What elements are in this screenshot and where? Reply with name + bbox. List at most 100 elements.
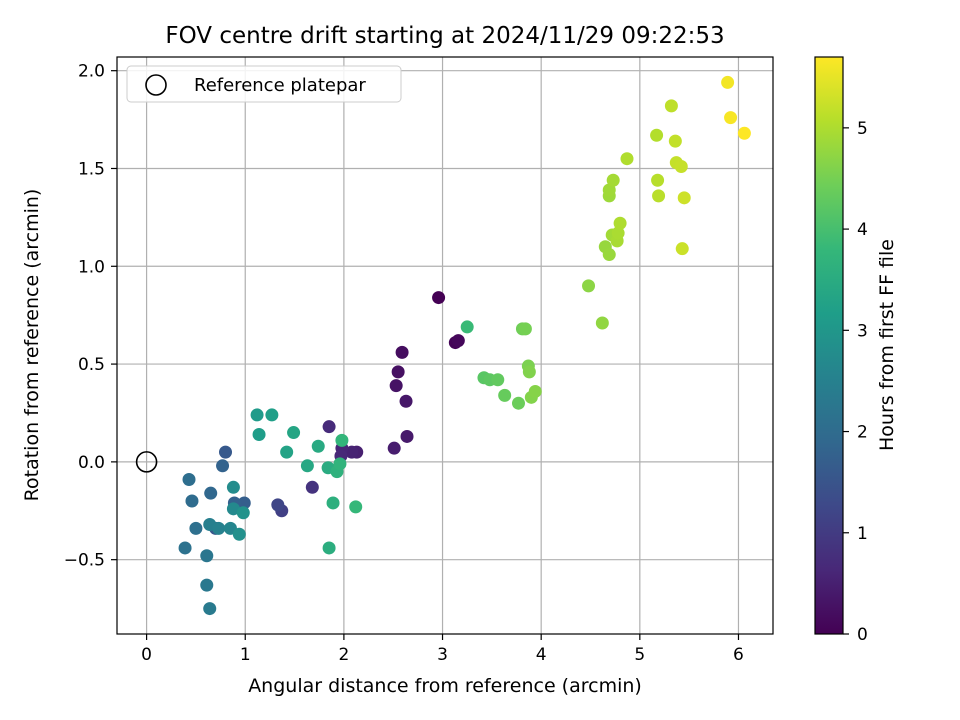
scatter-point [611, 226, 625, 240]
x-axis-label: Angular distance from reference (arcmin) [248, 675, 642, 697]
legend-box [126, 65, 402, 103]
legend-marker-icon [145, 74, 167, 96]
scatter-point [345, 445, 359, 459]
scatter-point [391, 365, 405, 379]
data-points [178, 75, 751, 616]
scatter-point [200, 578, 214, 592]
y-axis-label: Rotation from reference (arcmin) [21, 189, 43, 502]
scatter-point [395, 345, 409, 359]
scatter-point [265, 408, 279, 422]
plot-frame [116, 56, 774, 635]
scatter-point [518, 322, 532, 336]
scatter-point [620, 152, 634, 166]
y-tick-label: −0.5 [64, 551, 105, 571]
legend-label: Reference platepar [194, 75, 366, 96]
scatter-point [400, 429, 414, 443]
colorbar-frame [814, 56, 844, 635]
scatter-point [677, 191, 691, 205]
scatter-point [650, 128, 664, 142]
scatter-point [232, 527, 246, 541]
scatter-point [652, 189, 666, 203]
plot-area: 0 1 2 3 4 5 6 −0.5 0.0 0.5 1.0 1.5 2.0 [64, 56, 774, 665]
scatter-point [311, 439, 325, 453]
scatter-point [185, 494, 199, 508]
scatter-point [203, 602, 217, 616]
y-tick-label: 0.0 [78, 453, 105, 473]
scatter-point [216, 459, 230, 473]
colorbar-tick-label: 0 [857, 625, 868, 645]
scatter-point [399, 394, 413, 408]
reference-platepar-marker [135, 451, 158, 473]
plot-background [117, 57, 773, 634]
y-axis-ticks: −0.5 0.0 0.5 1.0 1.5 2.0 [64, 62, 117, 571]
scatter-point [252, 427, 266, 441]
y-tick-label: 1.5 [78, 159, 105, 179]
x-tick-label: 5 [634, 645, 645, 665]
scatter-point [182, 472, 196, 486]
scatter-point [389, 379, 403, 393]
scatter-point [674, 160, 688, 174]
x-tick-label: 2 [338, 645, 349, 665]
scatter-point [200, 549, 214, 563]
scatter-point [724, 111, 738, 125]
scatter-point [178, 541, 192, 555]
scatter-point [250, 408, 264, 422]
colorbar-ticks: 0 1 2 3 4 5 [843, 119, 868, 645]
scatter-point [432, 291, 446, 305]
scatter-point [349, 500, 363, 514]
scatter-point [226, 480, 240, 494]
scatter-point [595, 316, 609, 330]
chart-title: FOV centre drift starting at 2024/11/29 … [165, 23, 724, 49]
scatter-point [675, 242, 689, 256]
scatter-point [737, 126, 751, 140]
scatter-point [237, 496, 251, 510]
legend: Reference platepar [126, 65, 402, 103]
scatter-point [522, 365, 536, 379]
scatter-point [451, 334, 465, 348]
colorbar-tick-label: 2 [857, 423, 868, 443]
y-tick-label: 2.0 [78, 62, 105, 82]
colorbar-tick-label: 4 [857, 220, 868, 240]
x-axis-ticks: 0 1 2 3 4 5 6 [141, 634, 744, 665]
x-tick-label: 0 [141, 645, 152, 665]
x-tick-label: 6 [733, 645, 744, 665]
scatter-point [333, 457, 347, 471]
scatter-point [491, 373, 505, 387]
scatter-point [582, 279, 596, 293]
colorbar-tick-label: 1 [857, 524, 868, 544]
scatter-point [387, 441, 401, 455]
scatter-point [528, 384, 542, 398]
scatter-point [721, 75, 735, 89]
scatter-point [664, 99, 678, 113]
scatter-point [668, 134, 682, 148]
scatter-point [602, 183, 616, 197]
scatter-point [651, 173, 665, 187]
scatter-point [460, 320, 474, 334]
scatter-point [326, 496, 340, 510]
scatter-point [212, 521, 226, 535]
scatter-point [271, 498, 285, 512]
scatter-point [236, 506, 250, 520]
scatter-point [606, 173, 620, 187]
scatter-point [226, 502, 240, 516]
scatter-point [189, 521, 203, 535]
scatter-point [322, 420, 336, 434]
colorbar-fill [815, 57, 843, 634]
y-tick-label: 0.5 [78, 355, 105, 375]
x-tick-label: 4 [536, 645, 547, 665]
scatter-point [280, 445, 294, 459]
scatter-point [498, 388, 512, 402]
y-tick-label: 1.0 [78, 257, 105, 277]
colorbar-tick-label: 3 [857, 321, 868, 341]
scatter-point [613, 216, 627, 230]
colorbar-label: Hours from first FF file [876, 239, 898, 451]
scatter-point [511, 396, 525, 410]
scatter-point [322, 541, 336, 555]
scatter-point [300, 459, 314, 473]
scatter-point [219, 445, 233, 459]
x-tick-label: 1 [240, 645, 251, 665]
scatter-point [287, 426, 301, 440]
scatter-point [305, 480, 319, 494]
scatter-point [602, 248, 616, 262]
